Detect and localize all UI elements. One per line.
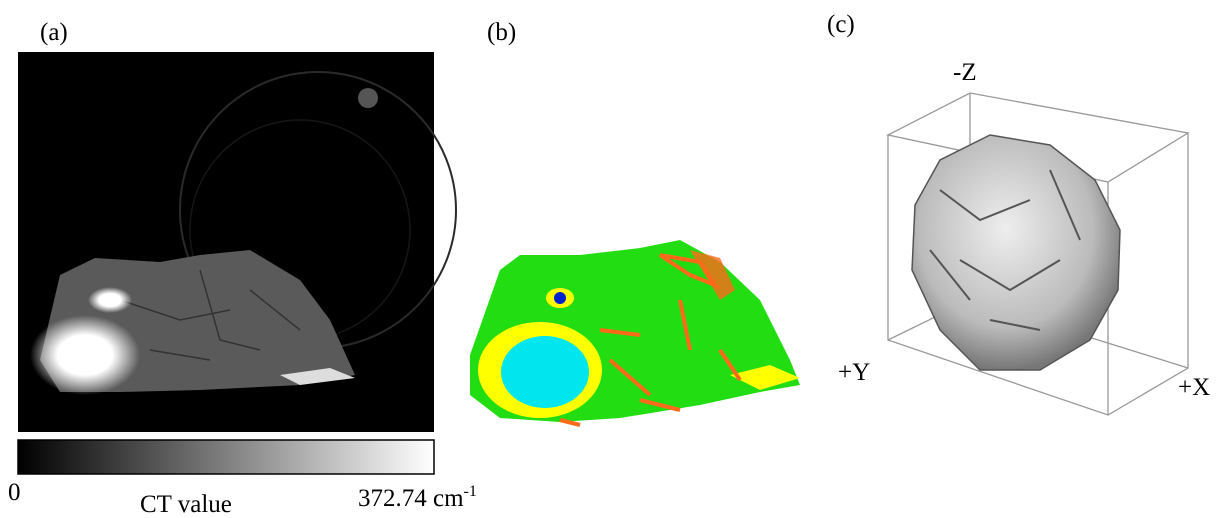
axis-label: -Z xyxy=(953,59,977,86)
colorbar xyxy=(18,440,434,474)
ct-slice xyxy=(18,52,456,432)
figure: (a) (b) (c) 0 CT value 372.74 cm-1 xyxy=(0,0,1232,518)
colorbar-title: CT value xyxy=(140,491,232,518)
colorbar-max-superscript: -1 xyxy=(464,483,477,500)
colorbar-max: 372.74 cm-1 xyxy=(358,483,477,512)
axis-label: +X xyxy=(1178,374,1210,401)
colorbar-max-value: 372.74 cm xyxy=(358,485,464,512)
axis-label: +Y xyxy=(838,359,870,386)
panel-label: (c) xyxy=(827,11,855,38)
panel-label: (b) xyxy=(487,19,516,46)
render-3d: -Z +Y +X xyxy=(838,50,1210,420)
segmentation xyxy=(470,240,800,425)
panel-label: (a) xyxy=(40,19,68,46)
colorbar-min: 0 xyxy=(8,479,21,506)
